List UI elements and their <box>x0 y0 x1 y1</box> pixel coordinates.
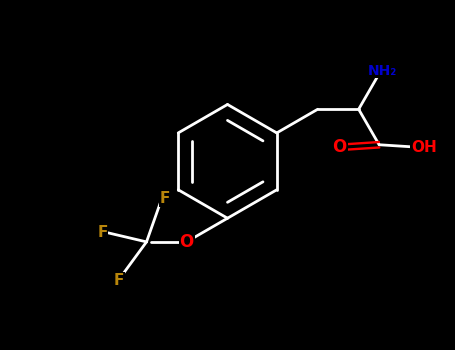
Text: O: O <box>179 233 194 251</box>
Text: O: O <box>333 138 347 156</box>
Text: F: F <box>114 273 124 288</box>
Text: NH₂: NH₂ <box>368 64 397 78</box>
Text: OH: OH <box>411 140 437 154</box>
Text: F: F <box>97 225 107 240</box>
Text: F: F <box>160 191 170 206</box>
